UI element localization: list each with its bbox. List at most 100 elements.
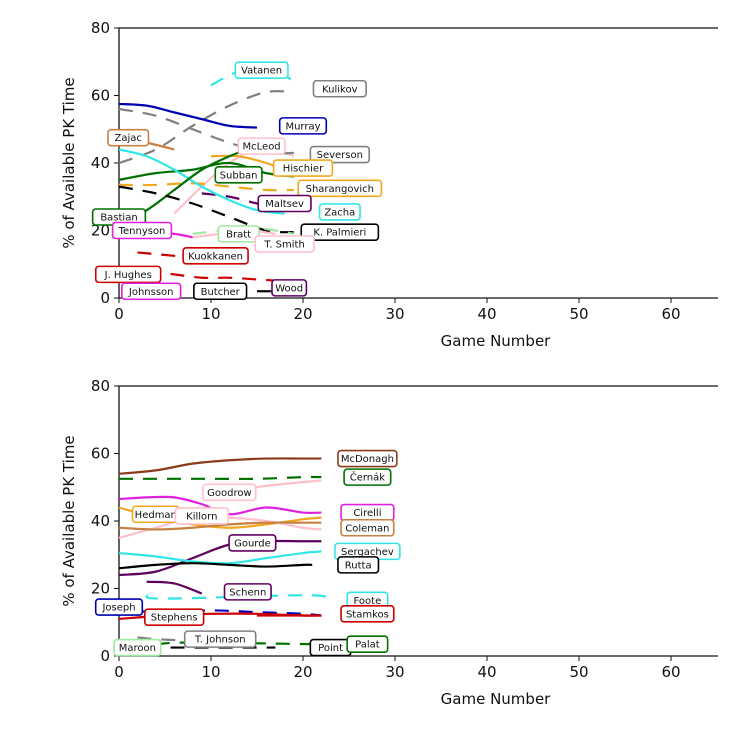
series-label-text: Coleman: [345, 523, 389, 534]
series-label-text: Bastian: [100, 213, 137, 224]
series-label-text: Stamkos: [346, 609, 389, 620]
series-line-ern-k: [118, 475, 322, 481]
series-label-palat: Palat: [346, 635, 389, 653]
x-tick-label: 10: [201, 305, 220, 323]
series-label-text: Stephens: [151, 613, 198, 624]
series-line-zacha: [118, 148, 285, 215]
series-label-text: Wood: [275, 283, 303, 294]
series-label-hischier: Hischier: [272, 159, 334, 177]
series-label-box: [144, 608, 205, 626]
series-label-text: Gourde: [234, 538, 271, 549]
series-label-box: [193, 282, 248, 301]
series-label-text: T. Smith: [263, 240, 304, 251]
series-line-gourde: [118, 539, 322, 577]
series-label-sharangovich: Sharangovich: [297, 179, 383, 198]
x-tick-label: 20: [293, 663, 312, 681]
x-tick-label: 30: [385, 663, 404, 681]
series-label-text: Cirelli: [353, 508, 381, 519]
series-label-box: [318, 203, 361, 221]
series-label-wood: Wood: [271, 279, 308, 297]
y-tick-label: 80: [91, 377, 110, 395]
series-label-box: [346, 635, 389, 653]
series-line-killorn: [118, 515, 322, 539]
series-label-mcleod: McLeod: [237, 137, 286, 155]
series-label-killorn: Killorn: [174, 507, 229, 525]
series-label-box: [257, 194, 312, 213]
series-label-box: [214, 166, 263, 184]
series-label-box: [121, 282, 182, 301]
series-label-maltsev: Maltsev: [257, 194, 312, 213]
series-label-text: Subban: [220, 170, 258, 181]
y-tick-label: 80: [91, 19, 110, 37]
lower-chart-panel: 0 20 40 60 80 0 10 20 30 40 50 60 Game Number % of Av…: [60, 377, 718, 708]
series-label-text: Sharangovich: [306, 184, 374, 195]
series-label-box: [300, 223, 380, 241]
series-label-box: [94, 598, 144, 616]
series-label-box: [237, 137, 286, 155]
y-tick-label: 40: [91, 154, 110, 172]
series-label-hedman: Hedman: [131, 505, 180, 524]
series-label-text: Tennyson: [118, 226, 166, 237]
series-label-gourde: Gourde: [228, 534, 277, 552]
series-label-stephens: Stephens: [144, 608, 205, 626]
x-tick-label: 60: [661, 663, 680, 681]
series-label-text: Zacha: [324, 207, 355, 218]
series-label-text: Vatanen: [241, 66, 282, 77]
series-line-foote: [145, 594, 328, 604]
series-label-box: [343, 468, 392, 486]
series-label-goodrow: Goodrow: [202, 483, 257, 502]
series-label-box: [183, 630, 257, 648]
series-label-subban: Subban: [214, 166, 263, 184]
series-label-box: [217, 225, 260, 243]
series-label-box: [312, 79, 367, 98]
series-label-coleman: Coleman: [340, 518, 395, 537]
series-label-text: J. Hughes: [104, 270, 152, 281]
series-label-t-johnson: T. Johnson: [183, 630, 257, 648]
series-label-box: [340, 518, 395, 537]
upper-chart-panel: 0 20 40 60 80 0 10 20 30 40 50 60 Game Number % of Av…: [60, 19, 718, 350]
series-label-box: [94, 265, 162, 284]
series-label-box: [297, 179, 383, 198]
series-label-box: [271, 279, 308, 297]
series-label-foote: Foote: [346, 591, 389, 610]
series-label-box: [174, 507, 229, 525]
series-label-box: [113, 638, 162, 657]
series-label-zajac: Zajac: [107, 128, 150, 147]
series-line-coleman: [118, 521, 322, 531]
y-tick-label: 0: [100, 289, 110, 307]
series-label-text: Černák: [350, 471, 386, 484]
series-labels: McDonagh Černák Goodrow Cirelli Hedman Killor…: [94, 449, 401, 657]
y-tick-label: 20: [91, 580, 110, 598]
x-tick-label: 30: [385, 305, 404, 323]
series-label-text: Foote: [354, 596, 382, 607]
series-label-text: Joseph: [101, 603, 135, 614]
series-label-maroon: Maroon: [113, 638, 162, 657]
series-label-text: Severson: [317, 150, 363, 161]
series-label-mcdonagh: McDonagh: [337, 449, 398, 468]
y-tick-label: 40: [91, 512, 110, 530]
x-tick-label: 50: [569, 663, 588, 681]
series-label-k-palmieri: K. Palmieri: [300, 223, 380, 241]
series-label-murray: Murray: [278, 117, 328, 135]
series-label-box: [337, 556, 380, 574]
series-label-text: Hischier: [283, 164, 324, 175]
series-label-text: McDonagh: [341, 454, 394, 465]
x-tick-label: 40: [477, 663, 496, 681]
series-label-box: [337, 449, 398, 468]
series-line-murray: [118, 102, 258, 129]
x-tick-label: 20: [293, 305, 312, 323]
series-label-schenn: Schenn: [223, 583, 272, 601]
series-label-sergachev: Sergachev: [334, 542, 401, 561]
series-label-text: Sergachev: [341, 547, 394, 558]
series-label-point: Point: [309, 638, 352, 657]
series-label-rutta: Rutta: [337, 556, 380, 574]
series-label-joseph: Joseph: [94, 598, 144, 616]
series-label-tennyson: Tennyson: [111, 221, 173, 240]
series-label-text: Rutta: [345, 560, 372, 571]
series-label-text: Murray: [285, 121, 320, 132]
series-labels: Vatanen Kulikov Murray Zajac McLeod Severson S…: [91, 61, 383, 301]
series-label-severson: Severson: [309, 145, 370, 164]
series-label-text: Bratt: [226, 229, 251, 240]
series-line-schenn: [146, 580, 203, 595]
